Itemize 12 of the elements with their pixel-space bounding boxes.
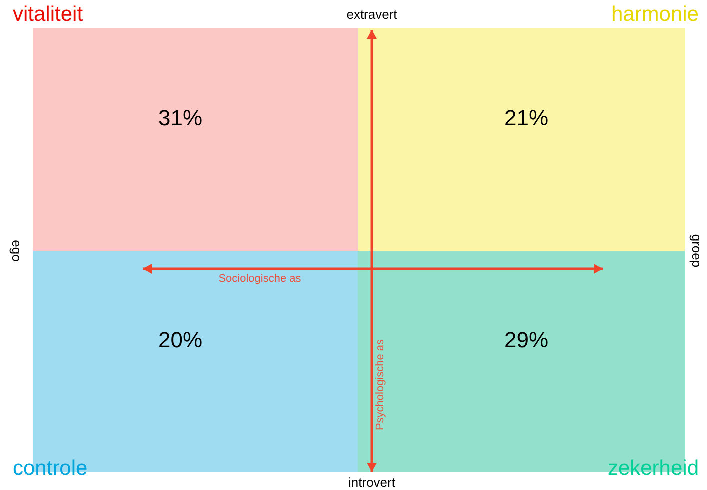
text: ego xyxy=(10,240,24,262)
data-label: 31% xyxy=(158,106,203,131)
text: Psychologische as xyxy=(374,339,386,431)
data-label: 29% xyxy=(504,328,549,353)
category-label: vitaliteit xyxy=(13,3,84,26)
data-label: 20% xyxy=(158,328,203,353)
category-label: harmonie xyxy=(611,3,699,26)
data-label: 21% xyxy=(504,106,549,131)
text: groep xyxy=(690,234,704,268)
text: Sociologische as xyxy=(218,273,302,285)
text: extravert xyxy=(346,7,398,22)
text: introvert xyxy=(348,475,396,490)
